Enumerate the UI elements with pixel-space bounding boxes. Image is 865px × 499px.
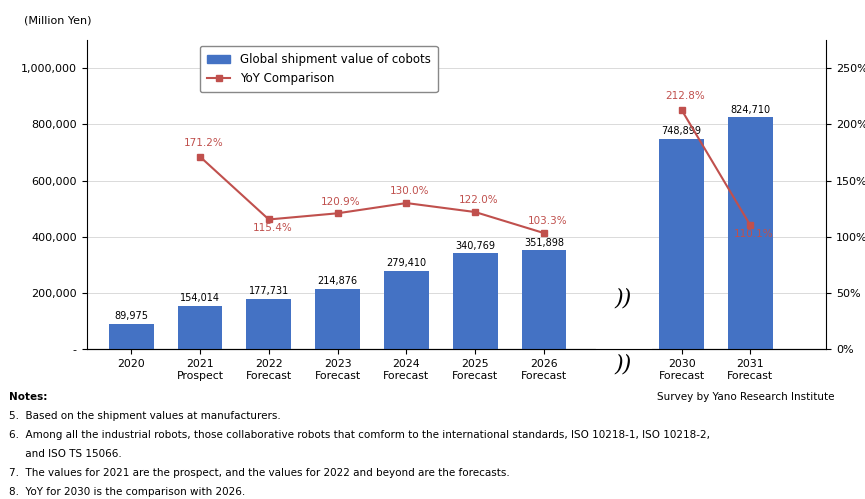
Text: 214,876: 214,876	[317, 276, 357, 286]
Text: 154,014: 154,014	[180, 293, 220, 303]
Text: 8.  YoY for 2030 is the comparison with 2026.: 8. YoY for 2030 is the comparison with 2…	[9, 487, 245, 497]
Text: Survey by Yano Research Institute: Survey by Yano Research Institute	[657, 392, 835, 402]
Text: )): ))	[614, 288, 631, 310]
Text: 177,731: 177,731	[249, 286, 289, 296]
Text: 212.8%: 212.8%	[665, 91, 705, 101]
Text: 6.  Among all the industrial robots, those collaborative robots that comform to : 6. Among all the industrial robots, thos…	[9, 430, 709, 440]
Bar	[728, 117, 772, 349]
Bar	[247, 299, 292, 349]
Text: 115.4%: 115.4%	[253, 223, 292, 233]
Legend: Global shipment value of cobots, YoY Comparison: Global shipment value of cobots, YoY Com…	[200, 46, 438, 92]
Bar	[177, 306, 222, 349]
Text: 130.0%: 130.0%	[390, 186, 430, 196]
Text: and ISO TS 15066.: and ISO TS 15066.	[9, 449, 121, 459]
Text: 7.  The values for 2021 are the prospect, and the values for 2022 and beyond are: 7. The values for 2021 are the prospect,…	[9, 468, 509, 478]
Text: 89,975: 89,975	[114, 311, 148, 321]
Text: 120.9%: 120.9%	[321, 197, 361, 207]
Text: Notes:: Notes:	[9, 392, 47, 402]
Text: 340,769: 340,769	[455, 241, 495, 250]
Bar	[109, 324, 154, 349]
Bar	[315, 289, 360, 349]
Text: 5.  Based on the shipment values at manufacturers.: 5. Based on the shipment values at manuf…	[9, 411, 280, 421]
Bar	[596, 346, 650, 349]
Bar	[659, 139, 704, 349]
Text: 110.1%: 110.1%	[734, 229, 773, 239]
Text: 748,899: 748,899	[662, 126, 702, 136]
Text: 279,410: 279,410	[387, 258, 426, 268]
Bar	[522, 250, 567, 349]
Bar	[453, 253, 497, 349]
Text: 122.0%: 122.0%	[458, 195, 498, 205]
Text: )): ))	[614, 354, 631, 376]
Bar	[384, 271, 429, 349]
Text: 103.3%: 103.3%	[528, 217, 567, 227]
Text: (Million Yen): (Million Yen)	[23, 16, 91, 26]
Text: 171.2%: 171.2%	[183, 138, 223, 148]
Text: 351,898: 351,898	[524, 238, 564, 248]
Text: 824,710: 824,710	[730, 104, 771, 115]
